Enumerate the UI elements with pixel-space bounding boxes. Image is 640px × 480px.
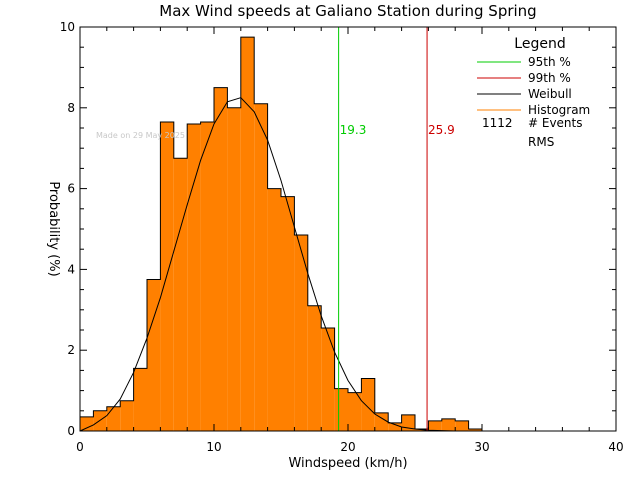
percentile-lines: 19.3 25.9 (338, 27, 455, 431)
y-tick-label: 2 (67, 343, 75, 357)
histogram (80, 36, 496, 432)
histogram-bar (133, 368, 147, 431)
x-tick-label: 20 (340, 440, 355, 454)
histogram-bar (106, 406, 121, 431)
histogram-bar (388, 422, 402, 431)
histogram-outline (80, 36, 496, 432)
histogram-bar (441, 418, 456, 431)
x-tick-label: 0 (76, 440, 84, 454)
y-tick-label: 10 (60, 20, 75, 34)
y-axis-label: Probability (%) (46, 181, 61, 276)
x-tick-label: 10 (206, 440, 221, 454)
histogram-bar (240, 37, 255, 431)
histogram-bar (348, 392, 362, 431)
histogram-bar (455, 420, 469, 431)
x-axis-label: Windspeed (km/h) (288, 456, 407, 471)
histogram-bar (187, 123, 201, 432)
histogram-bar (468, 428, 482, 431)
histogram-bar (294, 235, 308, 431)
histogram-bar (227, 107, 241, 432)
percentile-label-0: 19.3 (340, 123, 367, 137)
percentile-label-1: 25.9 (428, 123, 455, 137)
histogram-bar (254, 103, 268, 431)
histogram-bar (361, 378, 375, 431)
legend-label-weibull: Weibull (528, 87, 572, 101)
x-tick-label: 40 (608, 440, 623, 454)
legend: Legend 95th % 99th % Weibull Histogram 1… (477, 36, 590, 149)
histogram-bar (160, 121, 174, 431)
histogram-bar (173, 158, 188, 432)
y-tick-label: 6 (67, 182, 75, 196)
histogram-bar (80, 416, 94, 431)
y-tick-label: 8 (67, 101, 75, 115)
axes: 0 10 20 30 40 0 2 4 6 8 10 (60, 20, 624, 454)
histogram-bar (267, 188, 281, 431)
x-tick-label: 30 (474, 440, 489, 454)
legend-label-99th: 99th % (528, 71, 571, 85)
legend-label-histogram: Histogram (528, 103, 590, 117)
histogram-bar (214, 87, 228, 431)
chart-title: Max Wind speeds at Galiano Station durin… (159, 2, 536, 20)
histogram-bar (374, 412, 389, 431)
y-tick-label: 4 (67, 262, 75, 276)
histogram-bar (147, 279, 161, 431)
y-tick-label: 0 (67, 424, 75, 438)
legend-events-label: # Events (528, 116, 583, 130)
watermark: Made on 29 May 2025 (96, 131, 185, 140)
histogram-bar (334, 388, 348, 431)
legend-events-count: 1112 (482, 116, 513, 130)
weibull-curve-group (79, 97, 456, 432)
histogram-bar (120, 400, 134, 431)
histogram-bar (307, 305, 322, 431)
histogram-bar (281, 196, 295, 431)
legend-rms-label: RMS (528, 135, 554, 149)
histogram-bar (200, 121, 214, 431)
weibull-curve (79, 97, 456, 432)
histogram-bar (321, 327, 335, 431)
legend-title: Legend (514, 36, 565, 52)
histogram-bar (428, 420, 442, 431)
legend-label-95th: 95th % (528, 55, 571, 69)
